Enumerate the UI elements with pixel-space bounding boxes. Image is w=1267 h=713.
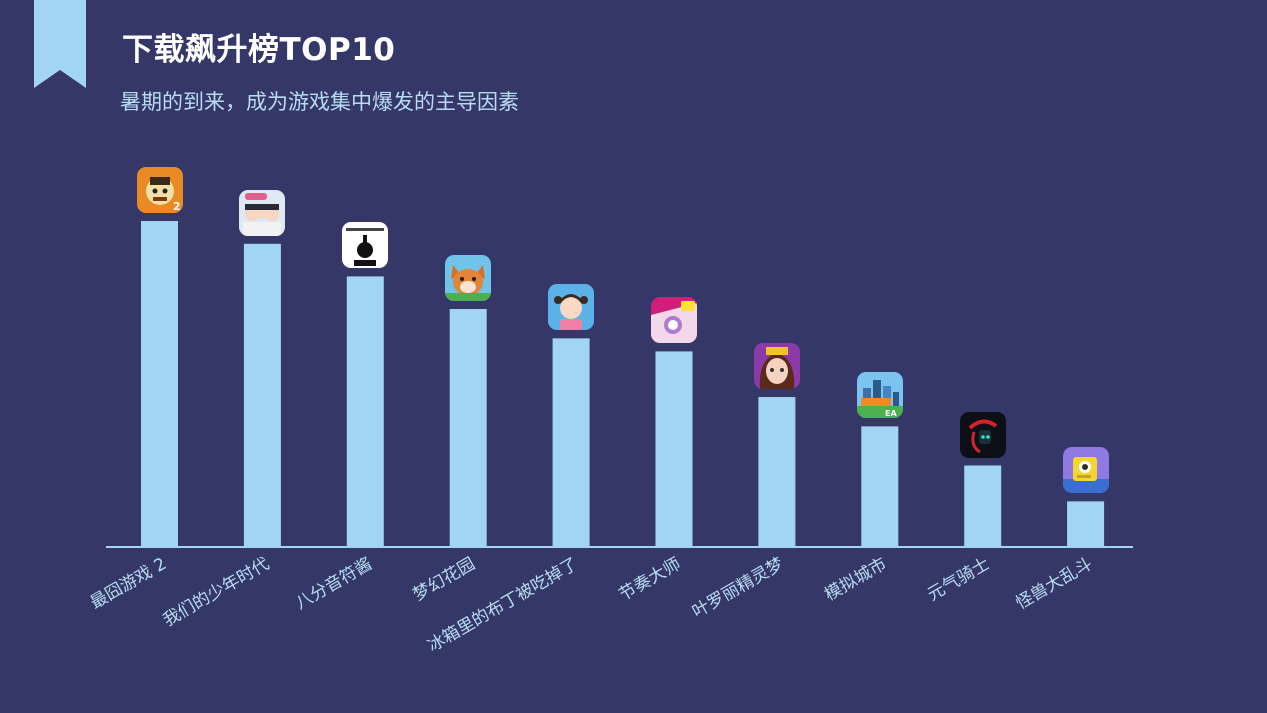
bar-4 (449, 309, 487, 547)
city-skyline-game-icon: EA (856, 372, 903, 419)
pudding-girl-game-icon (548, 284, 595, 331)
x-tick-label: 梦幻花园 (410, 554, 479, 605)
page-subtitle: 暑期的到来，成为游戏集中爆发的主导因素 (120, 90, 519, 114)
bar-9 (964, 465, 1002, 547)
bar-10 (1067, 501, 1105, 547)
x-tick-label: 最囧游戏 2 (87, 554, 170, 613)
bar-5 (552, 338, 590, 547)
bar-6 (655, 351, 693, 547)
shiba-dog-game-icon (445, 255, 492, 302)
monster-cube-game-icon (1062, 447, 1109, 494)
x-tick-label: 我们的少年时代 (160, 554, 273, 631)
bar-1 (141, 221, 178, 547)
bar-8 (861, 426, 899, 547)
soul-knight-game-icon (959, 411, 1006, 458)
bar-7 (758, 397, 796, 547)
svg-text:2: 2 (173, 200, 181, 213)
x-tick-label: 元气骑士 (924, 554, 993, 605)
bar-2 (243, 243, 281, 547)
bar-3 (346, 276, 384, 547)
x-tick-label: 八分音符酱 (292, 554, 376, 614)
piano-rhythm-game-icon (651, 297, 697, 344)
x-tick-label: 怪兽大乱斗 (1012, 554, 1096, 614)
page-title: 下载飙升榜TOP10 (122, 32, 396, 68)
svg-text:EA: EA (885, 409, 897, 418)
x-tick-label: 模拟城市 (821, 554, 890, 605)
x-tick-label: 节奏大师 (616, 554, 685, 605)
bookmark-ribbon-icon (34, 0, 86, 88)
x-tick-label: 叶罗丽精灵梦 (689, 554, 787, 622)
eighth-note-game-icon (342, 222, 389, 269)
anime-boys-game-icon (239, 189, 286, 236)
troll-face-game-icon: 2 (136, 167, 183, 213)
fairy-girl-game-icon (753, 343, 800, 390)
